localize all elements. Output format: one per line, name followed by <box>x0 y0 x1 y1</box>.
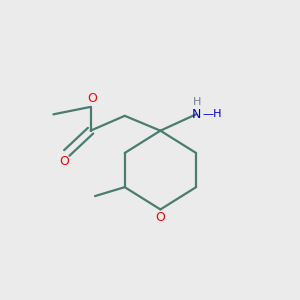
Text: O: O <box>155 211 165 224</box>
Text: O: O <box>87 92 97 105</box>
Text: N: N <box>191 108 201 121</box>
Text: O: O <box>59 155 69 168</box>
Text: H: H <box>193 97 201 107</box>
Text: —H: —H <box>203 109 222 119</box>
